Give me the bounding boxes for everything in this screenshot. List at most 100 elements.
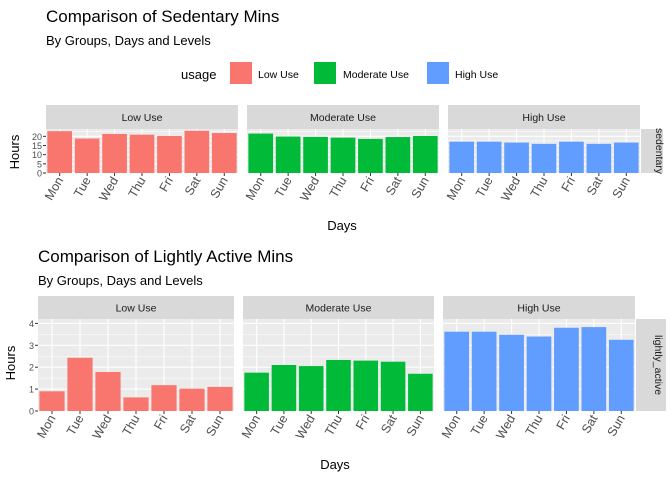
bar <box>476 141 502 173</box>
x-tick-label: Tue <box>468 412 491 437</box>
bar <box>303 136 328 173</box>
row-strip <box>641 129 663 173</box>
legend-key-moderate-use <box>314 62 336 84</box>
legend-key-low-use <box>230 62 252 84</box>
bar <box>271 365 297 411</box>
x-tick-label: Fri <box>151 413 170 433</box>
bar <box>581 327 607 411</box>
chart1-subtitle: By Groups, Days and Levels <box>46 33 211 48</box>
x-tick-label: Fri <box>157 175 176 195</box>
bar <box>586 143 612 173</box>
bar <box>244 372 269 411</box>
x-tick-label: Thu <box>126 174 149 200</box>
x-tick-label: Sun <box>203 412 226 438</box>
y-tick-label: 1 <box>29 385 34 395</box>
facet-strip-label: High Use <box>517 303 560 315</box>
bar <box>67 357 93 411</box>
x-tick-label: Sun <box>605 412 628 438</box>
bar <box>385 137 411 173</box>
row-strip-label: sedentary <box>653 128 665 175</box>
x-tick-label: Sun <box>404 412 427 438</box>
facet-strip-label: Low Use <box>122 112 163 124</box>
bar <box>408 373 433 411</box>
bar <box>47 131 73 173</box>
bar <box>449 141 475 173</box>
chart1-title: Comparison of Sedentary Mins <box>46 7 279 26</box>
chart2-subtitle: By Groups, Days and Levels <box>38 273 203 288</box>
legend: usage Low Use Moderate Use High Use <box>181 62 498 84</box>
bar <box>353 360 379 411</box>
y-tick-label: 15 <box>32 141 42 151</box>
chart2-xlabel: Days <box>320 457 350 472</box>
x-tick-label: Thu <box>528 174 551 200</box>
x-tick-label: Mon <box>444 174 468 202</box>
bar <box>554 327 579 411</box>
x-tick-label: Wed <box>90 412 115 441</box>
x-tick-label: Wed <box>297 174 322 203</box>
y-tick-label: 10 <box>32 150 42 160</box>
bar <box>157 135 182 173</box>
x-tick-label: Fri <box>559 175 578 195</box>
bar <box>444 331 470 411</box>
x-tick-label: Thu <box>322 412 345 438</box>
x-tick-label: Sun <box>610 174 633 200</box>
x-tick-label: Thu <box>327 174 350 200</box>
bar <box>613 142 639 173</box>
x-tick-label: Wed <box>293 412 318 441</box>
facet-strip <box>443 296 635 319</box>
bar <box>151 385 177 411</box>
bar <box>74 138 100 173</box>
x-tick-label: Fri <box>353 413 372 433</box>
x-tick-label: Sat <box>383 174 405 198</box>
facet-strip <box>448 105 640 129</box>
bar <box>330 137 356 173</box>
bar <box>531 143 557 173</box>
bar <box>380 361 406 411</box>
bar <box>95 372 121 411</box>
chart2-title: Comparison of Lightly Active Mins <box>38 247 293 266</box>
facet-strip <box>46 105 238 129</box>
legend-label-moderate-use: Moderate Use <box>343 69 409 81</box>
facet-strip <box>243 296 434 319</box>
bar <box>184 130 210 173</box>
legend-label-low-use: Low Use <box>258 69 299 81</box>
x-tick-label: Mon <box>243 174 267 202</box>
x-tick-label: Sun <box>409 174 432 200</box>
y-tick-label: 0 <box>29 407 34 417</box>
x-tick-label: Mon <box>439 412 463 440</box>
bar <box>102 133 127 173</box>
x-tick-label: Sat <box>182 174 204 198</box>
row-strip <box>636 319 666 411</box>
x-tick-label: Mon <box>239 412 263 440</box>
facet-strip-label: Low Use <box>116 303 157 315</box>
facet-strip <box>38 296 234 319</box>
bar <box>559 141 584 173</box>
y-tick-label: 20 <box>32 132 42 142</box>
bar <box>471 331 497 411</box>
facet-strip-label: Moderate Use <box>310 112 376 124</box>
bar <box>211 133 237 173</box>
bar <box>207 386 233 411</box>
bar <box>504 142 529 173</box>
x-tick-label: Wed <box>493 412 518 441</box>
bar <box>248 133 274 173</box>
bar <box>123 397 149 411</box>
y-tick-label: 2 <box>29 363 34 373</box>
chart1-xlabel: Days <box>327 218 357 233</box>
facet-strip-label: High Use <box>522 112 565 124</box>
x-tick-label: Sat <box>378 412 400 436</box>
x-tick-label: Tue <box>272 174 295 199</box>
legend-label-high-use: High Use <box>455 69 498 81</box>
x-tick-label: Wed <box>96 174 121 203</box>
y-tick-label: 4 <box>29 319 34 329</box>
facet-strip-label: Moderate Use <box>306 303 372 315</box>
x-tick-label: Tue <box>473 174 496 199</box>
x-tick-label: Fri <box>358 175 377 195</box>
x-tick-label: Tue <box>64 412 87 437</box>
y-tick-label: 5 <box>37 159 42 169</box>
x-tick-label: Tue <box>71 174 94 199</box>
bar <box>326 359 351 411</box>
x-tick-label: Mon <box>42 174 66 202</box>
